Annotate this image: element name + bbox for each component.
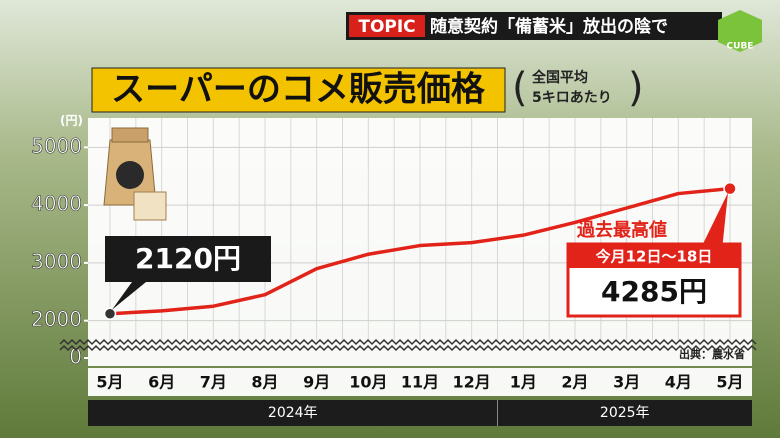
rice-icon <box>103 127 167 221</box>
value-label-box <box>105 236 271 282</box>
y-tick-label: 2000 <box>31 307 82 331</box>
title-box <box>91 67 506 113</box>
topic-tag-box <box>349 15 425 37</box>
x-tick-label: 12月 <box>453 373 491 392</box>
subtitle: 全国平均 <box>531 69 588 86</box>
x-axis-bar <box>88 368 752 396</box>
y-tick-label: 0 <box>69 345 82 369</box>
value-label: 4285円 <box>601 275 707 308</box>
x-tick-label: 5月 <box>96 373 123 392</box>
year-label: 2025年 <box>600 405 650 421</box>
y-tick-label: 5000 <box>31 134 82 158</box>
record-label: 過去最高値 <box>577 219 667 241</box>
record-period: 今月12日〜18日 <box>595 248 713 266</box>
x-tick-label: 3月 <box>613 373 640 392</box>
y-tick-label: 3000 <box>31 249 82 273</box>
logo: CUBE <box>727 42 754 52</box>
callout-pointer <box>112 282 146 310</box>
x-tick-label: 2月 <box>561 373 588 392</box>
year-bar <box>88 400 752 426</box>
headline: 随意契約「備蓄米」放出の陰で <box>430 16 668 37</box>
x-tick-label: 9月 <box>303 373 330 392</box>
end-point <box>723 181 737 196</box>
x-tick-label: 8月 <box>251 373 278 392</box>
x-tick-label: 7月 <box>200 373 227 392</box>
axis-break <box>59 338 757 346</box>
x-tick-label: 10月 <box>349 373 387 392</box>
chart-title: スーパーのコメ販売価格 <box>111 70 486 110</box>
year-label: 2024年 <box>268 405 318 421</box>
axis-break <box>59 344 757 352</box>
subtitle: 5キロあたり <box>532 90 612 106</box>
start-point <box>103 307 117 320</box>
paren-close: ) <box>628 65 644 111</box>
x-tick-label: 4月 <box>665 373 692 392</box>
x-tick-label: 1月 <box>510 373 537 392</box>
topic-tag: TOPIC <box>358 17 415 37</box>
logo-mark <box>718 10 762 52</box>
record-period-box <box>568 244 740 268</box>
price-line <box>109 186 731 316</box>
x-tick-label: 6月 <box>148 373 175 392</box>
callout-pointer <box>700 192 728 250</box>
y-tick-label: 4000 <box>31 192 82 216</box>
y-unit: (円) <box>60 114 83 128</box>
source: 出典：農水省 <box>679 347 745 361</box>
x-tick-label: 11月 <box>401 373 439 392</box>
paren-open: ( <box>512 65 528 111</box>
value-label: 2120円 <box>135 242 241 275</box>
x-tick-label: 5月 <box>716 373 743 392</box>
